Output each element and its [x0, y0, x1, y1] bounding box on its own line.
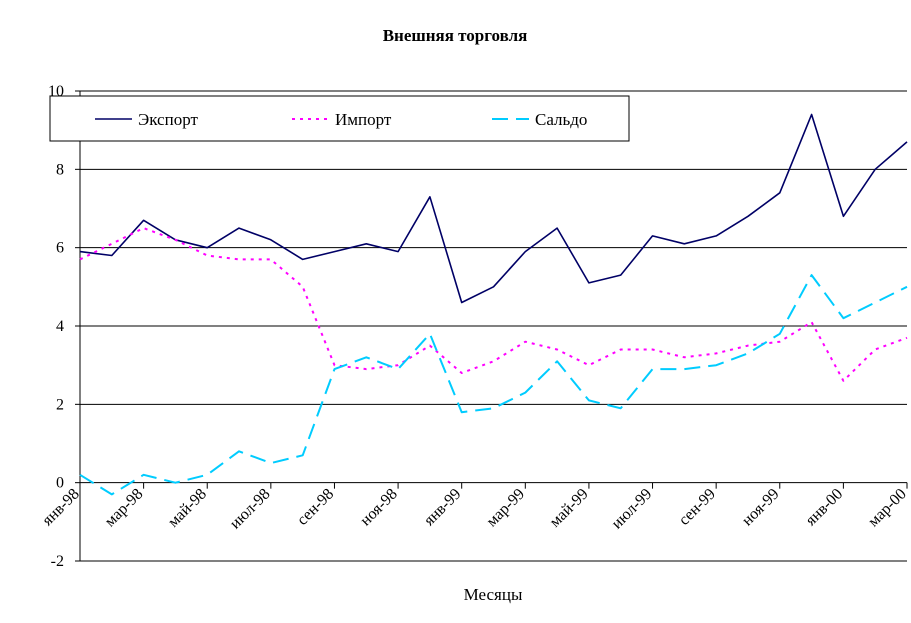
x-tick-label: ноя-99	[739, 485, 783, 529]
legend: Экспорт Импорт Сальдо	[49, 95, 630, 142]
series-line-import	[79, 227, 908, 382]
x-tick-label: май-99	[546, 485, 591, 530]
series-line-saldo	[79, 274, 908, 496]
legend-label-import: Импорт	[335, 110, 392, 129]
x-axis: янв-98 мар-98 май-98 июл-98 сен-98 ноя-98 янв-…	[39, 482, 910, 532]
y-tick-label: -2	[51, 553, 64, 570]
series-lines	[79, 113, 908, 496]
x-tick-label: сен-99	[676, 485, 719, 528]
legend-label-saldo: Сальдо	[535, 110, 587, 129]
x-tick-label: июл-98	[227, 485, 274, 532]
chart-title: Внешняя торговля	[383, 26, 528, 45]
y-tick-label: 6	[56, 240, 64, 257]
x-tick-label: янв-99	[421, 485, 465, 529]
y-tick-label: 4	[56, 318, 64, 335]
x-tick-label: янв-00	[803, 485, 847, 529]
x-tick-label: июл-99	[608, 485, 655, 532]
y-tick-label: 8	[56, 161, 64, 178]
gridlines	[80, 90, 907, 562]
x-tick-label: мар-99	[483, 485, 528, 530]
y-tick-label: 0	[56, 475, 64, 492]
y-tick-label: 2	[56, 396, 64, 413]
x-tick-label: май-98	[165, 485, 210, 530]
legend-label-export: Экспорт	[138, 110, 198, 129]
x-tick-label: сен-98	[294, 485, 337, 528]
x-axis-title: Месяцы	[464, 585, 523, 604]
legend-box	[49, 95, 630, 142]
x-tick-label: янв-98	[39, 485, 83, 529]
series-line-export	[79, 113, 908, 304]
x-tick-label: мар-00	[865, 485, 910, 530]
x-tick-label: ноя-98	[357, 485, 401, 529]
